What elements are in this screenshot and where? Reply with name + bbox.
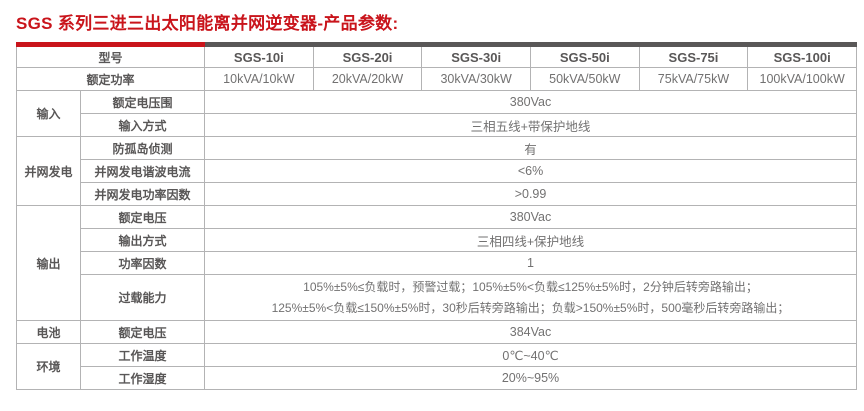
model-name-sgs-100i: SGS-100i — [747, 42, 857, 68]
table-row: 输入方式 三相五线+带保护地线 — [17, 113, 857, 137]
group-cell-environment: 环境 — [16, 343, 81, 390]
spec-table: 型号 SGS-10i SGS-20i SGS-30i SGS-50i SGS-7… — [15, 42, 857, 390]
model-name-sgs-30i: SGS-30i — [421, 42, 531, 68]
row-label: 防孤岛侦测 — [79, 136, 206, 160]
table-row: 并网发电谐波电流 <6% — [17, 159, 857, 183]
group-cell-output: 输出 — [16, 205, 81, 321]
row-value: 有 — [204, 136, 857, 160]
row-value: <6% — [204, 159, 857, 183]
row-value: 380Vac — [204, 90, 857, 114]
rated-power-value: 100kVA/100kW — [747, 67, 857, 91]
table-row-models: 型号 SGS-10i SGS-20i SGS-30i SGS-50i SGS-7… — [15, 42, 857, 68]
row-value: 三相五线+带保护地线 — [204, 113, 857, 137]
group-cell-input: 输入 — [16, 90, 81, 137]
table-row: 输入 额定电压围 380Vac — [16, 90, 857, 137]
model-row-label: 型号 — [15, 42, 206, 68]
row-value-overload: 105%±5%≤负载时，预警过载；105%±5%<负载≤125%±5%时，2分钟… — [204, 274, 857, 321]
table-row: 输出方式 三相四线+保护地线 — [17, 228, 857, 252]
row-value: 20%~95% — [204, 366, 857, 390]
group-cell-grid-generation: 并网发电 — [16, 136, 81, 206]
table-row-overload: 过载能力 105%±5%≤负载时，预警过载；105%±5%<负载≤125%±5%… — [17, 274, 857, 321]
table-row: 输出 额定电压 380Vac — [16, 205, 857, 321]
row-label-rated-power: 额定功率 — [15, 67, 206, 91]
row-label: 输入方式 — [79, 113, 206, 137]
row-value: 384Vac — [204, 320, 857, 344]
table-row: 电池 额定电压 384Vac — [16, 320, 857, 344]
model-name-sgs-75i: SGS-75i — [638, 42, 749, 68]
rated-power-value: 20kVA/20kW — [312, 67, 423, 91]
rated-power-value: 30kVA/30kW — [421, 67, 531, 91]
row-value: >0.99 — [204, 182, 857, 206]
model-name-sgs-50i: SGS-50i — [529, 42, 640, 68]
row-label: 并网发电谐波电流 — [79, 159, 206, 183]
row-value: 380Vac — [204, 205, 857, 229]
row-label: 额定电压围 — [79, 90, 206, 114]
overload-line-1: 105%±5%≤负载时，预警过载；105%±5%<负载≤125%±5%时，2分钟… — [303, 279, 758, 294]
row-value: 0℃~40℃ — [204, 343, 857, 367]
table-row: 工作湿度 20%~95% — [17, 366, 857, 390]
table-row: 并网发电功率因数 >0.99 — [17, 182, 857, 206]
rated-power-value: 75kVA/75kW — [638, 67, 749, 91]
page: SGS 系列三进三出太阳能离并网逆变器-产品参数: 型号 SGS-10i SGS… — [0, 9, 864, 411]
rated-power-value: 10kVA/10kW — [204, 67, 314, 91]
row-label: 并网发电功率因数 — [79, 182, 206, 206]
page-title: SGS 系列三进三出太阳能离并网逆变器-产品参数: — [16, 14, 399, 33]
row-label: 输出方式 — [79, 228, 206, 252]
row-label: 工作湿度 — [79, 366, 206, 390]
row-label: 工作温度 — [79, 343, 206, 367]
row-label: 功率因数 — [79, 251, 206, 275]
model-name-sgs-10i: SGS-10i — [204, 42, 314, 68]
row-label: 额定电压 — [79, 320, 206, 344]
row-value: 1 — [204, 251, 857, 275]
row-value: 三相四线+保护地线 — [204, 228, 857, 252]
group-cell-battery: 电池 — [16, 320, 81, 344]
table-row: 并网发电 防孤岛侦测 有 — [16, 136, 857, 206]
row-label-overload: 过载能力 — [79, 274, 206, 321]
overload-line-2: 125%±5%<负载≤150%±5%时，30秒后转旁路输出；负载>150%±5%… — [271, 300, 790, 315]
model-name-sgs-20i: SGS-20i — [312, 42, 423, 68]
table-row-rated-power: 额定功率 10kVA/10kW 20kVA/20kW 30kVA/30kW 50… — [15, 67, 857, 91]
rated-power-value: 50kVA/50kW — [529, 67, 640, 91]
row-label: 额定电压 — [79, 205, 206, 229]
table-row: 环境 工作温度 0℃~40℃ — [16, 343, 857, 390]
table-row: 功率因数 1 — [17, 251, 857, 275]
